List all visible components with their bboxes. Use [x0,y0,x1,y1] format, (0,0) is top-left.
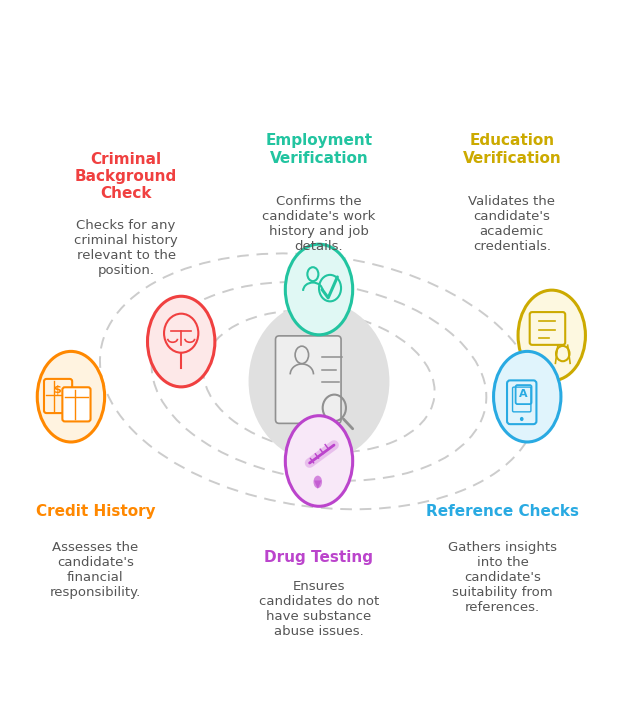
Ellipse shape [518,290,586,380]
Text: Reference Checks: Reference Checks [426,504,579,519]
FancyBboxPatch shape [63,387,91,421]
Text: Drug Testing: Drug Testing [265,550,373,565]
Polygon shape [314,481,322,489]
Text: A: A [519,389,528,399]
Text: $: $ [54,385,61,395]
Ellipse shape [37,351,105,442]
Text: Ensures
candidates do not
have substance
abuse issues.: Ensures candidates do not have substance… [259,580,379,638]
Ellipse shape [147,296,215,387]
Text: Assesses the
candidate's
financial
responsibility.: Assesses the candidate's financial respo… [50,541,141,599]
Text: Checks for any
criminal history
relevant to the
position.: Checks for any criminal history relevant… [74,219,178,277]
Ellipse shape [313,476,322,488]
Ellipse shape [285,416,353,506]
Text: Validates the
candidate's
academic
credentials.: Validates the candidate's academic crede… [468,195,556,253]
Text: Employment
Verification: Employment Verification [265,134,373,166]
Ellipse shape [249,301,389,462]
Text: Criminal
Background
Check: Criminal Background Check [75,152,177,202]
Text: Education
Verification: Education Verification [463,134,561,166]
Ellipse shape [285,244,353,335]
FancyBboxPatch shape [276,336,341,423]
Ellipse shape [494,351,561,442]
Ellipse shape [520,417,524,421]
Text: Gathers insights
into the
candidate's
suitability from
references.: Gathers insights into the candidate's su… [449,541,557,613]
Text: Credit History: Credit History [36,504,155,519]
Text: Confirms the
candidate's work
history and job
details.: Confirms the candidate's work history an… [262,195,376,253]
